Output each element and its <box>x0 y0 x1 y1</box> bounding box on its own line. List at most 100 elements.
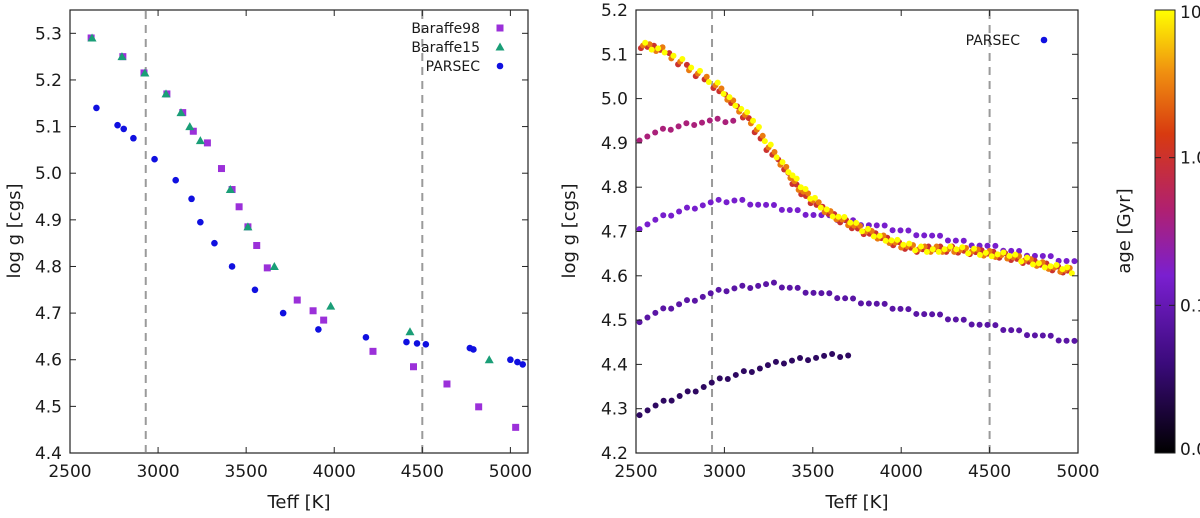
right-point-main-sequence <box>793 175 800 182</box>
right-panel: 2500 3000 3500 4000 4500 5000 4.2 4.3 4.4 4.5 4.6 4… <box>559 1 1100 513</box>
right-point-sequence <box>636 137 643 144</box>
colorbar-tick-label: 0.1 <box>1180 296 1200 316</box>
right-point-main-sequence <box>971 245 978 252</box>
right-point-main-sequence <box>853 219 860 226</box>
left-point-baraffe98 <box>475 403 483 411</box>
right-point-main-sequence <box>697 67 704 74</box>
right-point-sequence <box>707 199 714 206</box>
right-point-sequence <box>1063 337 1070 344</box>
right-point-sequence <box>722 119 729 126</box>
right-point-sequence <box>684 388 691 395</box>
right-point-main-sequence <box>714 79 721 86</box>
right-point-sequence <box>683 204 690 211</box>
right-point-sequence <box>813 354 820 361</box>
right-point-sequence <box>802 289 809 296</box>
right-point-main-sequence <box>1018 258 1025 265</box>
right-point-sequence <box>731 285 738 292</box>
right-point-sequence <box>723 199 730 206</box>
left-point-baraffe15 <box>140 68 150 77</box>
right-point-main-sequence <box>655 45 662 52</box>
left-y-tick-label: 4.8 <box>35 257 62 277</box>
right-point-main-sequence <box>705 79 712 86</box>
right-point-sequence <box>929 232 936 239</box>
colorbar-gradient <box>1154 9 1176 454</box>
right-point-main-sequence <box>817 204 824 211</box>
left-point-parsec <box>507 356 514 364</box>
right-point-sequence <box>889 305 896 312</box>
right-point-sequence <box>929 311 936 318</box>
right-point-sequence <box>668 212 675 219</box>
right-point-sequence <box>780 360 787 367</box>
left-plot-frame <box>69 9 529 454</box>
right-point-main-sequence <box>802 185 809 192</box>
right-point-sequence <box>1071 258 1078 265</box>
right-y-axis-label: log g [cgs] <box>559 183 580 278</box>
left-point-baraffe15 <box>243 222 253 231</box>
colorbar: 10 1.0 0.1 0.01 age [Gyr] <box>1114 3 1200 460</box>
right-point-sequence <box>829 350 836 357</box>
colorbar-tick-label: 0.01 <box>1180 440 1200 460</box>
right-legend-label-parsec: PARSEC <box>966 33 1021 49</box>
right-point-main-sequence <box>1059 266 1066 273</box>
right-point-sequence <box>676 208 683 215</box>
right-y-tick-label: 4.8 <box>601 178 628 198</box>
right-point-sequence <box>683 297 690 304</box>
left-point-parsec <box>422 341 430 348</box>
left-point-baraffe98 <box>189 127 197 135</box>
right-point-sequence <box>944 237 951 244</box>
right-point-main-sequence <box>994 251 1001 258</box>
left-legend-marker-baraffe98 <box>496 24 504 32</box>
left-point-baraffe98 <box>369 347 377 355</box>
right-y-tick-label: 4.2 <box>601 444 628 464</box>
left-point-parsec <box>251 286 259 294</box>
right-point-main-sequence <box>841 214 848 221</box>
right-point-main-sequence <box>738 105 745 112</box>
left-point-parsec <box>197 218 204 226</box>
left-x-tick-label: 4500 <box>401 462 444 482</box>
right-point-sequence <box>644 133 651 140</box>
right-point-sequence <box>1016 247 1023 254</box>
right-point-sequence <box>714 115 721 122</box>
left-point-baraffe98 <box>410 363 417 371</box>
left-legend-label-baraffe15: Baraffe15 <box>411 40 480 56</box>
left-x-tick-label: 3500 <box>225 462 268 482</box>
right-point-sequence <box>1031 332 1038 339</box>
right-point-main-sequence <box>1035 260 1042 267</box>
right-point-sequence <box>992 242 999 249</box>
left-point-baraffe98 <box>235 203 243 211</box>
right-y-tick-label: 4.9 <box>601 134 628 154</box>
right-point-main-sequence <box>941 246 948 253</box>
right-point-sequence <box>913 232 920 239</box>
right-point-sequence <box>660 397 667 404</box>
right-point-sequence <box>794 207 801 214</box>
right-point-sequence <box>755 201 762 208</box>
right-point-main-sequence <box>1006 252 1013 259</box>
right-x-axis-label: Teff [K] <box>825 492 889 513</box>
right-point-main-sequence <box>900 241 907 248</box>
right-point-sequence <box>1039 253 1046 260</box>
right-point-sequence <box>921 311 928 318</box>
right-point-sequence <box>842 295 849 302</box>
left-legend: Baraffe98 Baraffe15 PARSEC <box>411 21 505 75</box>
right-y-tick-label: 4.6 <box>601 267 628 287</box>
right-point-sequence <box>644 407 651 414</box>
right-point-main-sequence <box>912 247 919 254</box>
right-point-sequence <box>644 221 651 228</box>
right-point-sequence <box>692 388 699 395</box>
right-point-main-sequence <box>661 49 668 56</box>
left-point-baraffe98 <box>320 316 328 324</box>
left-point-baraffe98 <box>443 380 451 388</box>
right-point-sequence <box>699 119 706 126</box>
right-point-main-sequence <box>959 244 966 251</box>
left-y-tick-label: 4.7 <box>35 304 62 324</box>
left-y-axis-label: log g [cgs] <box>4 183 25 278</box>
right-point-sequence <box>794 284 801 291</box>
right-point-sequence <box>810 211 817 218</box>
colorbar-label: age [Gyr] <box>1114 188 1135 273</box>
left-point-baraffe15 <box>225 185 235 194</box>
right-point-sequence <box>652 309 659 316</box>
right-point-sequence <box>960 316 967 323</box>
right-point-sequence <box>802 211 809 218</box>
right-point-main-sequence <box>807 195 814 202</box>
right-point-sequence <box>1063 258 1070 265</box>
